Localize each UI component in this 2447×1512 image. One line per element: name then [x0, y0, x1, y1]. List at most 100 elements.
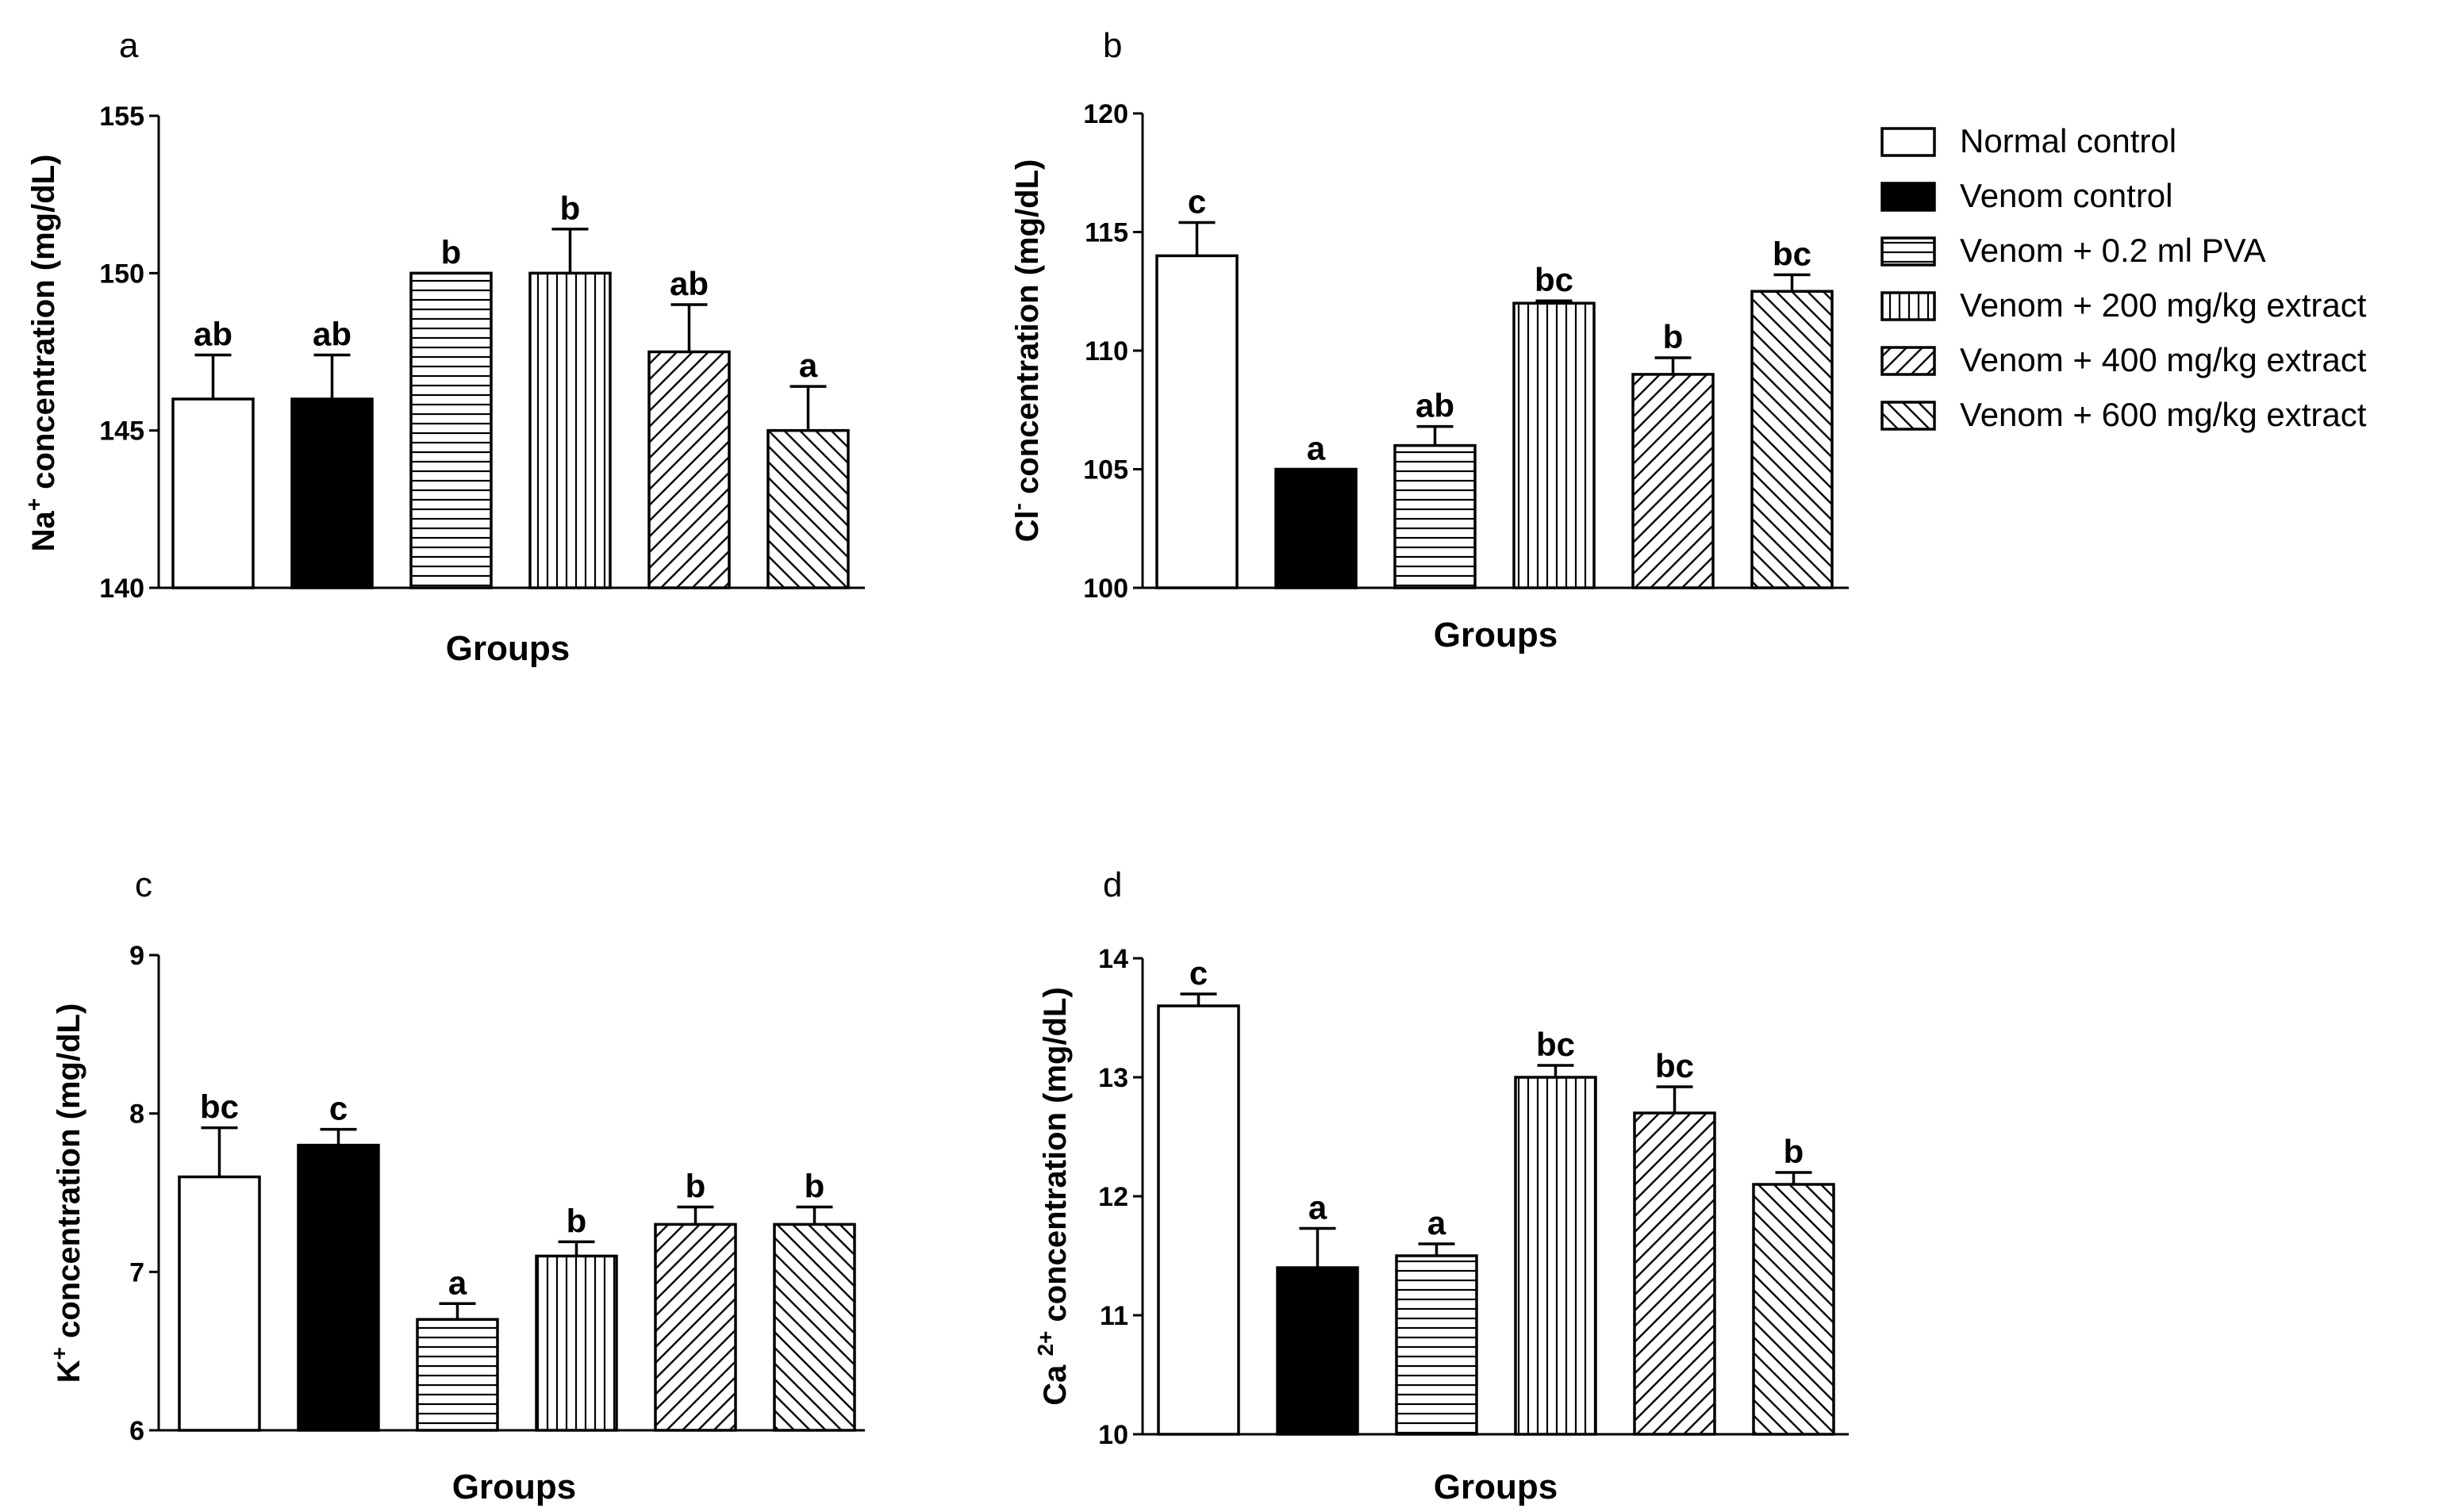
chart-panel-a: 140 145 150 155 ab ab b b ab a Na+ concentration (…	[21, 102, 865, 668]
bar-b-3	[1393, 443, 1477, 589]
legend-entry-6: Venom + 600 mg/kg extract	[1880, 396, 2367, 433]
significance-letter: b	[560, 190, 581, 227]
legend-label: Venom + 0.2 ml PVA	[1960, 232, 2266, 269]
y-axis-label-unit: concentration (mg/dL)	[1038, 987, 1073, 1330]
y-axis-label-unit: concentration (mg/dL)	[52, 1004, 86, 1347]
legend-entry-5: Venom + 400 mg/kg extract	[1880, 341, 2367, 378]
significance-letter: b	[567, 1202, 587, 1239]
significance-letter: b	[1663, 318, 1684, 355]
bar-c-6	[773, 1222, 856, 1432]
legend-swatch	[1880, 291, 1936, 321]
significance-letter: b	[686, 1167, 706, 1204]
chart-panel-c: 6 7 8 9 bc c a b b b K+ concentration (mg/dL) Group…	[47, 941, 865, 1506]
y-tick-label: 14	[1098, 944, 1128, 974]
y-tick-label: 100	[1083, 574, 1128, 604]
y-tick-label: 13	[1098, 1063, 1128, 1093]
significance-letter: bc	[1536, 1026, 1575, 1063]
significance-letter: ab	[1416, 387, 1454, 424]
y-axis-label: Ca 2+ concentration (mg/dL)	[1033, 987, 1073, 1406]
panel-letter-a: a	[119, 26, 139, 65]
chart-panel-b: 100 105 110 115 120 c a ab bc b bc Cl- concentratio…	[1005, 99, 1849, 654]
significance-letter: a	[1427, 1204, 1446, 1241]
y-axis-label-charge: +	[21, 498, 46, 511]
y-axis-label: K+ concentration (mg/dL)	[47, 1004, 86, 1383]
y-axis-label-charge: +	[47, 1347, 71, 1360]
legend-label: Venom + 200 mg/kg extract	[1960, 286, 2367, 324]
legend-swatch	[1880, 401, 1936, 431]
bar-c-2	[297, 1143, 380, 1432]
x-axis-label: Groups	[1434, 616, 1558, 654]
y-tick-label: 105	[1083, 455, 1128, 485]
y-axis-label: Na+ concentration (mg/dL)	[21, 155, 61, 552]
bar-c-1	[178, 1175, 261, 1432]
bar-c-3	[416, 1318, 499, 1432]
y-tick-label: 10	[1098, 1420, 1128, 1450]
bar-a-3	[409, 271, 493, 589]
significance-letter: c	[1189, 954, 1208, 992]
bar-a-2	[290, 397, 374, 589]
bar-d-3	[1395, 1254, 1478, 1436]
y-axis-label-ion: Na	[26, 511, 61, 552]
bar-b-2	[1274, 467, 1358, 589]
legend-entry-3: Venom + 0.2 ml PVA	[1880, 232, 2266, 269]
significance-letter: c	[1188, 183, 1206, 221]
bar-c-4	[535, 1254, 618, 1432]
bar-d-4	[1514, 1076, 1597, 1436]
significance-letter: bc	[1773, 235, 1811, 272]
significance-letter: bc	[1535, 261, 1573, 298]
legend-swatch	[1880, 346, 1936, 376]
legend: Normal control Venom control Venom + 0.2 m…	[1880, 122, 2367, 433]
bar-d-5	[1633, 1111, 1716, 1436]
significance-letter: bc	[1655, 1047, 1694, 1084]
y-axis-label-ion: Ca	[1038, 1357, 1073, 1406]
y-tick-label: 145	[99, 416, 144, 447]
significance-letter: b	[1784, 1133, 1804, 1170]
legend-label: Normal control	[1960, 122, 2176, 159]
legend-label: Venom + 600 mg/kg extract	[1960, 396, 2367, 433]
bar-d-6	[1752, 1183, 1835, 1436]
y-tick-label: 155	[99, 102, 144, 132]
significance-letter: b	[441, 233, 462, 271]
significance-letter: a	[1307, 430, 1326, 467]
significance-letter: a	[1308, 1189, 1327, 1226]
significance-letter: ab	[670, 265, 709, 302]
significance-letter: ab	[194, 315, 232, 352]
y-tick-label: 8	[129, 1099, 144, 1130]
legend-entry-4: Venom + 200 mg/kg extract	[1880, 286, 2367, 324]
y-axis-label-unit: concentration (mg/dL)	[1010, 159, 1045, 503]
legend-entry-1: Normal control	[1880, 122, 2176, 159]
x-axis-label: Groups	[452, 1468, 576, 1506]
chart-panel-d: 10 11 12 13 14 c a a bc bc b Ca 2+ concentration (m…	[1033, 944, 1849, 1506]
legend-swatch	[1880, 182, 1936, 212]
legend-swatch	[1880, 127, 1936, 157]
panel-letter-b: b	[1103, 26, 1122, 65]
y-axis-label-ion: K	[52, 1360, 86, 1383]
y-axis-label: Cl- concentration (mg/dL)	[1005, 159, 1045, 543]
bar-a-1	[171, 397, 255, 589]
y-tick-label: 7	[129, 1257, 144, 1288]
legend-swatch	[1880, 236, 1936, 267]
y-tick-label: 11	[1100, 1301, 1128, 1331]
bar-a-6	[766, 428, 850, 589]
y-tick-label: 9	[129, 941, 144, 971]
significance-letter: b	[805, 1167, 825, 1204]
legend-label: Venom control	[1960, 177, 2173, 214]
y-tick-label: 115	[1085, 218, 1128, 248]
y-axis-label-ion: Cl	[1010, 510, 1045, 542]
bar-b-5	[1631, 373, 1715, 589]
significance-letter: a	[448, 1264, 467, 1301]
legend-label: Venom + 400 mg/kg extract	[1960, 341, 2367, 378]
y-tick-label: 140	[99, 574, 144, 604]
significance-letter: ab	[313, 315, 351, 352]
panel-letter-d: d	[1103, 865, 1122, 904]
y-tick-label: 150	[99, 259, 144, 289]
x-axis-label: Groups	[1434, 1468, 1558, 1506]
bar-d-1	[1157, 1004, 1240, 1436]
bar-a-5	[647, 350, 731, 589]
significance-letter: c	[329, 1090, 348, 1127]
y-tick-label: 110	[1085, 336, 1128, 366]
bar-b-6	[1750, 290, 1834, 589]
y-tick-label: 6	[129, 1416, 144, 1446]
